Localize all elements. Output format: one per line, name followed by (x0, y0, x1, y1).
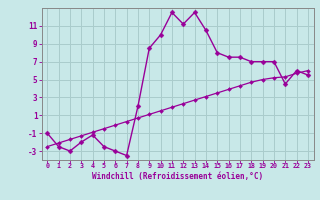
X-axis label: Windchill (Refroidissement éolien,°C): Windchill (Refroidissement éolien,°C) (92, 172, 263, 181)
